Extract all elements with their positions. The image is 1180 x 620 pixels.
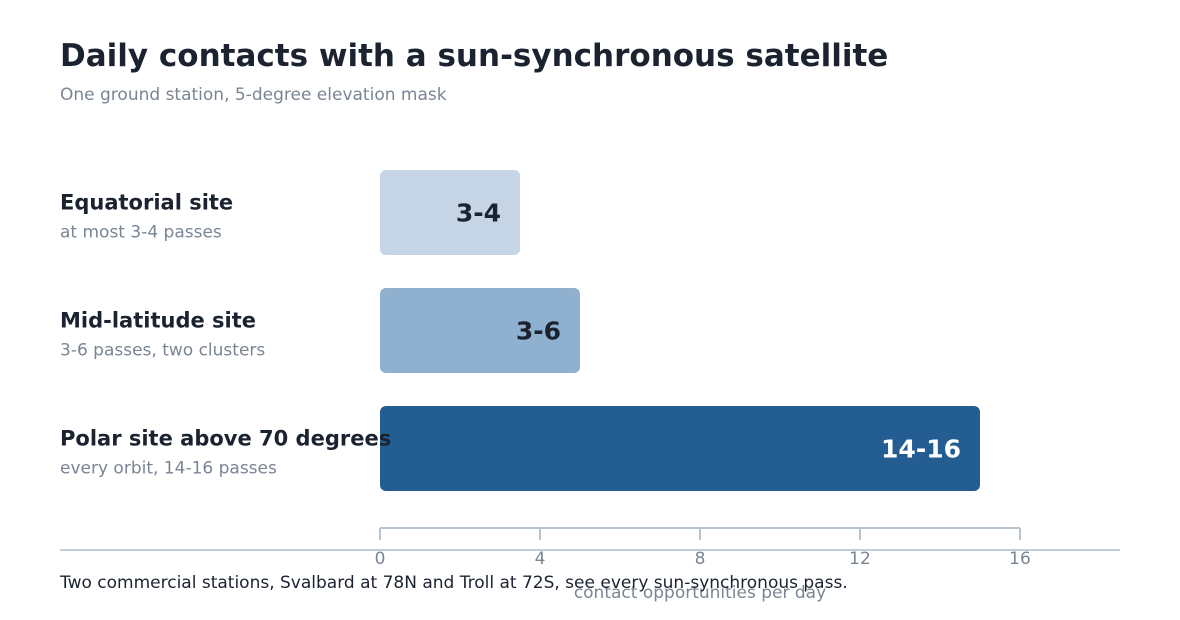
bar-value-label: 3-4 [456, 199, 501, 228]
category-label: Equatorial site [60, 191, 233, 215]
bar-value-label: 3-6 [516, 317, 561, 346]
category-note: 3-6 passes, two clusters [60, 341, 265, 361]
bar [380, 406, 980, 491]
footer-note: Two commercial stations, Svalbard at 78N… [60, 573, 848, 593]
x-tick-label: 16 [1009, 549, 1031, 569]
x-axis-title: contact opportunities per day [574, 583, 826, 603]
bar [380, 170, 520, 255]
x-tick-label: 8 [695, 549, 706, 569]
category-label: Mid-latitude site [60, 309, 256, 333]
chart-title: Daily contacts with a sun-synchronous sa… [60, 38, 889, 74]
category-label: Polar site above 70 degrees [60, 427, 391, 451]
footer-divider [60, 549, 1120, 551]
category-note: every orbit, 14-16 passes [60, 459, 277, 479]
bar [380, 288, 580, 373]
x-tick-label: 0 [375, 549, 386, 569]
x-tick-label: 12 [849, 549, 871, 569]
category-note: at most 3-4 passes [60, 223, 222, 243]
x-tick-label: 4 [535, 549, 546, 569]
bar-value-label: 14-16 [881, 435, 961, 464]
chart-subtitle: One ground station, 5-degree elevation m… [60, 85, 447, 105]
